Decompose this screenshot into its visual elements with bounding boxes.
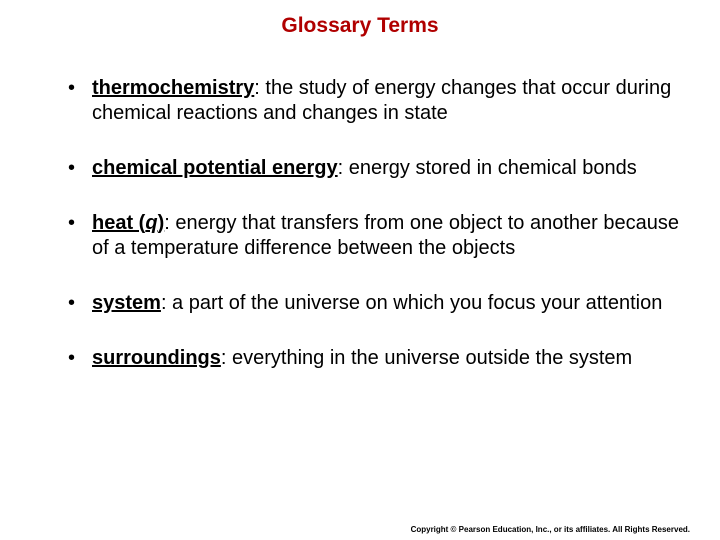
term-name: surroundings <box>92 347 221 369</box>
list-item: heat (q): energy that transfers from one… <box>60 211 680 261</box>
term-definition: : everything in the universe outside the… <box>221 347 632 369</box>
term-definition: : energy stored in chemical bonds <box>338 157 637 179</box>
list-item: surroundings: everything in the universe… <box>60 346 680 371</box>
list-item: system: a part of the universe on which … <box>60 291 680 316</box>
copyright-text: Copyright © Pearson Education, Inc., or … <box>411 525 690 534</box>
page-title: Glossary Terms <box>0 0 720 50</box>
terms-list: thermochemistry: the study of energy cha… <box>60 76 680 371</box>
content-area: thermochemistry: the study of energy cha… <box>0 76 720 371</box>
term-name: chemical potential energy <box>92 157 338 179</box>
term-definition: : a part of the universe on which you fo… <box>161 292 662 314</box>
term-name: thermochemistry <box>92 77 254 99</box>
list-item: chemical potential energy: energy stored… <box>60 156 680 181</box>
term-definition: : energy that transfers from one object … <box>92 212 679 259</box>
term-name: heat (q) <box>92 212 164 234</box>
list-item: thermochemistry: the study of energy cha… <box>60 76 680 126</box>
term-name-part: heat ( <box>92 212 145 234</box>
term-name: system <box>92 292 161 314</box>
term-name-italic: q <box>145 212 157 234</box>
